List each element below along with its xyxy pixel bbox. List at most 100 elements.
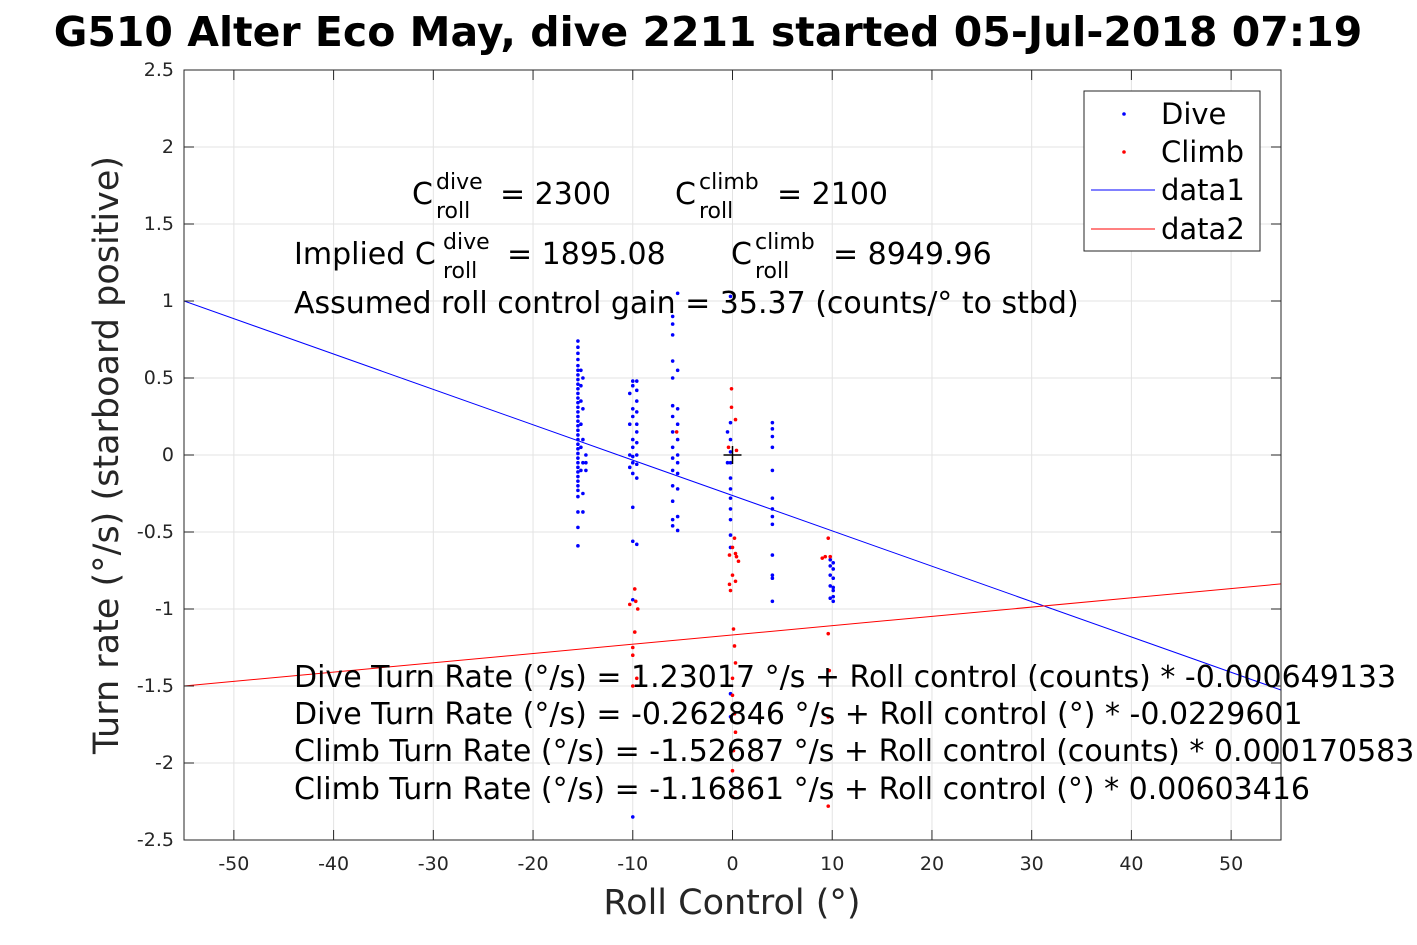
annotation-c-roll-climb: C climb roll = 2100 [675,170,888,224]
point-climb [630,645,635,650]
point-dive [576,377,580,382]
c-roll-dive-sub: roll [436,199,470,224]
point-climb [827,668,832,673]
point-dive [728,533,733,537]
point-dive [579,383,583,388]
point-dive [576,357,580,362]
point-dive [828,584,833,588]
point-climb [736,559,741,564]
point-dive [670,314,675,319]
point-dive [576,400,580,405]
point-dive [634,388,639,393]
point-climb [820,556,825,560]
c-roll-dive-base: C [412,177,433,212]
legend-data2-label: data2 [1161,212,1245,246]
point-dive [630,597,635,602]
point-dive [576,428,580,433]
point-dive [576,451,580,456]
y-tick-label: 0.5 [144,367,174,389]
point-climb [732,644,737,648]
point-dive [627,391,632,396]
implied-dive-value: = 1895.08 [507,237,666,272]
x-axis-label: Roll Control (°) [603,883,860,923]
point-dive [576,488,580,493]
point-dive [576,474,580,479]
point-dive [634,399,639,403]
c-roll-dive-sup: dive [436,170,483,195]
point-dive [675,291,680,296]
point-dive [576,470,580,474]
point-climb [627,602,632,607]
point-dive [770,445,775,450]
c-roll-climb-sub: roll [699,199,733,224]
point-dive [728,496,733,500]
c-roll-climb-base: C [675,177,696,212]
point-dive [728,450,733,454]
c-roll-climb-sup: climb [699,170,759,195]
x-tick-label: 50 [1219,853,1243,875]
point-dive [581,491,585,496]
x-tick-label: -10 [617,853,648,875]
point-dive [728,460,733,465]
fit-equation-climb-degrees: Climb Turn Rate (°/s) = -1.16861 °/s + R… [294,772,1310,807]
point-climb [826,536,831,540]
point-climb [731,748,736,753]
point-dive [770,434,775,439]
point-dive [627,465,632,470]
point-dive [670,484,675,488]
point-dive [728,487,733,491]
point-dive [579,422,583,427]
point-dive [576,419,580,423]
point-dive [828,596,833,601]
point-dive [675,528,680,533]
point-dive [831,561,836,565]
point-dive [576,423,580,428]
point-dive [728,476,733,480]
x-tick-label: 10 [820,853,844,875]
legend-dive-marker [1122,112,1126,116]
point-dive [576,368,580,373]
point-climb [730,676,735,681]
point-dive [770,599,775,604]
point-dive [576,339,580,343]
gain-annotation: Assumed roll control gain = 35.37 (count… [294,286,1079,321]
point-climb [728,588,733,593]
point-dive [670,359,675,363]
fit-line-data2 [184,583,1281,687]
point-dive [576,510,580,514]
point-dive [581,376,585,380]
chart-title: G510 Alter Eco May, dive 2211 started 05… [54,8,1363,56]
point-dive [770,514,775,519]
point-dive [670,322,675,326]
point-climb [826,715,831,719]
point-dive [579,399,583,403]
legend-data1-label: data1 [1161,173,1245,207]
point-dive [770,496,775,500]
point-dive [670,456,675,460]
point-dive [576,345,580,350]
point-dive [831,588,836,593]
x-tick-label: 40 [1119,853,1143,875]
y-tick-label: -0.5 [137,521,174,543]
y-tick-label: -2 [155,752,174,774]
point-dive [576,479,580,483]
point-climb [634,676,639,681]
point-dive [634,476,639,480]
fit-equation-dive-counts: Dive Turn Rate (°/s) = 1.23017 °/s + Rol… [294,660,1396,695]
x-tick-label: -20 [518,853,549,875]
point-dive [728,420,733,425]
point-dive [670,524,675,528]
point-climb [730,768,735,773]
point-dive [634,430,639,434]
point-dive [576,351,580,356]
point-dive [670,430,675,434]
point-dive [634,379,639,383]
point-dive [770,468,775,473]
point-dive [670,403,675,408]
point-climb [733,417,738,422]
point-dive [828,564,833,568]
point-dive [630,383,635,388]
point-dive [630,437,635,442]
point-dive [630,505,635,510]
point-dive [576,465,580,470]
